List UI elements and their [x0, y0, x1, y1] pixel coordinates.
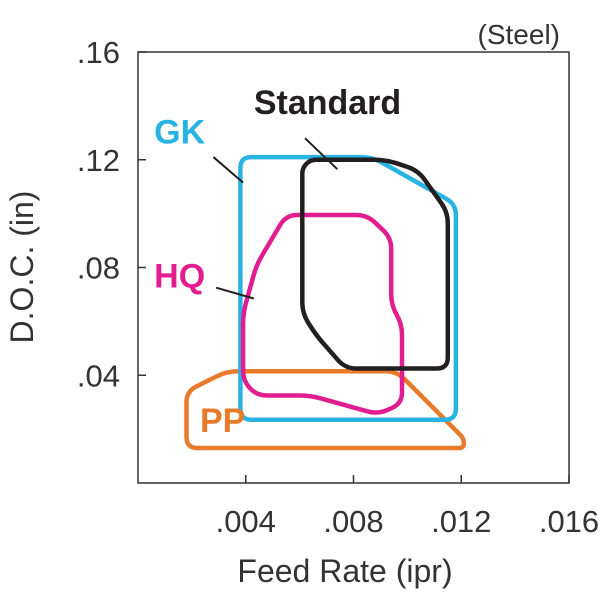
labels-layer: PP GK HQ Standard	[154, 84, 401, 440]
x-tick-label: .008	[323, 504, 383, 539]
x-tick-label: .004	[216, 504, 276, 539]
y-tick-label: .16	[77, 35, 120, 70]
hq-leader-line	[215, 286, 255, 300]
x-tick-label: .012	[431, 504, 491, 539]
standard-region	[300, 157, 451, 371]
x-tick-label: .016	[539, 504, 599, 539]
regions-layer	[184, 154, 467, 451]
leaders-layer	[212, 137, 339, 300]
gk-region	[238, 154, 459, 422]
hq-label: HQ	[154, 258, 205, 296]
gk-leader-line	[212, 156, 244, 184]
material-note: (Steel)	[478, 19, 560, 50]
gk-label: GK	[154, 114, 205, 152]
y-axis-title: D.O.C. (in)	[4, 191, 40, 344]
y-tick-label: .04	[77, 358, 120, 393]
standard-label: Standard	[254, 84, 401, 122]
standard-leader-line	[304, 137, 339, 170]
pp-label: PP	[200, 402, 245, 440]
y-tick-label: .08	[77, 251, 120, 286]
hq-region	[240, 212, 405, 415]
ticks-layer: .004 .008 .012 .016 .04 .08 .12 .16	[77, 35, 599, 539]
x-axis-title: Feed Rate (ipr)	[237, 553, 452, 589]
y-tick-label: .12	[77, 143, 120, 178]
pp-region	[184, 368, 467, 451]
